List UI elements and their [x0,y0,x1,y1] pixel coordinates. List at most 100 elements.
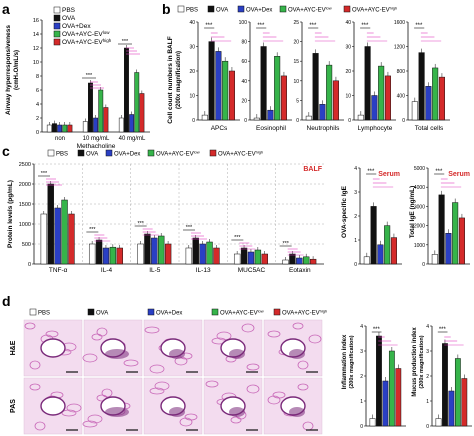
alveolus-shape [246,363,260,371]
y-tick-label: 10 [293,79,299,85]
y-tick-label: 1 [426,399,429,405]
bar [139,93,145,133]
y-axis-title-unit: (200x magnification) [349,335,355,388]
bar [213,247,220,265]
y-tick-label: 8 [36,74,39,80]
x-category-label: Eotaxin [289,267,311,274]
sig-stars: *** [205,23,213,29]
bar [47,183,54,265]
bar [98,89,104,133]
legend-label: OVA+AYC-EVhigh [352,6,397,14]
y-tick-label: 4 [36,102,39,108]
bar [390,237,397,265]
bar [395,368,402,427]
infiltrate-shape [105,407,129,417]
y-tick-label: 20 [345,69,351,75]
panel-d-label: d [2,293,11,309]
bar [46,124,52,133]
y-tick-label: 0 [244,118,247,124]
bar [82,121,88,133]
y-tick-label: 12 [33,46,39,52]
bar [411,101,418,121]
infiltrate-shape [169,407,185,417]
x-category-label: 10 mg/mL [83,136,110,142]
sig-stars: *** [367,169,375,175]
y-tick-label: 1500 [19,202,31,208]
bar [267,109,274,121]
bar [151,237,158,265]
legend-swatch [77,149,85,157]
legend-label: OVA+Dex [246,8,272,14]
panel-a-label: a [2,1,10,17]
row-label: H&E [10,340,17,355]
bar [109,246,117,265]
y-tick-label: 0 [402,118,405,124]
bar [57,124,63,133]
alveolus-shape [91,333,103,341]
bar [185,247,193,265]
y-tick-label: 4000 [414,185,425,191]
alveolus-shape [82,420,98,428]
bar [432,67,439,121]
alveolus-shape [96,327,108,337]
legend-swatch [147,149,155,157]
sig-stars: *** [41,171,48,177]
y-tick-label: 40 [241,79,247,85]
y-tick-label: 60 [241,59,247,65]
alveolus-shape [82,353,98,363]
alveolus-shape [272,391,286,399]
y-tick-label: 0 [28,262,31,268]
alveolus-shape [267,330,281,338]
bar [88,82,93,133]
y-tick-label: 30 [189,45,195,51]
legend-label: OVA+AYC-EVhigh [282,309,327,317]
legend-label: OVA [96,311,108,317]
bar [52,123,57,133]
alveolus-shape [230,416,242,424]
bar [370,206,377,265]
bar [62,124,68,133]
bar [261,253,268,265]
y-tick-label: 40 [345,20,351,26]
y-tick-label: 6 [36,88,39,94]
bar [280,75,287,121]
y-tick-label: 1600 [394,20,405,26]
sig-stars: *** [89,227,96,233]
sig-stars: *** [282,241,289,247]
bar [54,207,61,265]
bar [95,239,103,265]
y-tick-label: 20 [189,69,195,75]
y-axis-title-unit: (200x magnification) [419,335,425,388]
y-tick-label: 5000 [414,166,425,172]
panel-b: PBS OVA OVA+Dex OVA+AYC-EVlow OVA+AYC-EVhigh… [167,5,450,132]
y-tick-label: 2 [360,374,363,380]
y-tick-label: 4 [426,324,429,330]
legend-swatch [343,5,351,13]
y-tick-label: 20 [241,98,247,104]
infiltrate-shape [105,349,129,359]
y-tick-label: 3 [360,349,363,355]
bar [228,70,235,121]
y-axis-title: Inflammation index [342,334,348,389]
alveolus-shape [29,360,41,370]
legend-swatch [209,149,217,157]
bar [384,225,391,265]
legend-label: OVA [62,15,76,22]
infiltrate-shape [229,407,245,417]
bar [384,75,391,121]
y-tick-label: 30 [345,45,351,51]
y-tick-label: 10 [345,94,351,100]
y-tick-label: 14 [33,32,39,38]
y-tick-label: 0 [354,262,357,268]
legend-swatch [53,14,61,22]
panel-a: PBSOVAOVA+DexOVA+AYC-EVlowOVA+AYC-EVhigh… [5,6,150,150]
bar [458,217,465,265]
bar [376,335,382,427]
alveolus-shape [144,326,160,334]
bar [435,418,442,427]
y-axis-title-unit: (cmH₂O/mL/s) [14,50,20,90]
legend-swatch [53,6,61,14]
y-tick-label: 2 [426,374,429,380]
serum-tag: Serum [448,171,470,178]
bar [319,104,326,121]
